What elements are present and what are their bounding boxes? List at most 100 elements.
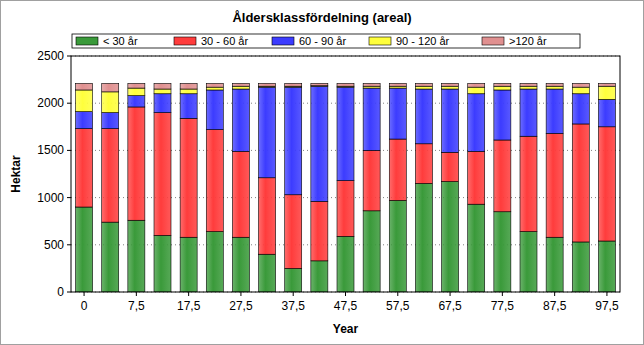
bar-segment — [337, 87, 354, 180]
bar-segment — [363, 88, 380, 150]
bar-segment — [468, 83, 485, 87]
y-tick — [67, 56, 71, 57]
bar-segment — [572, 124, 589, 242]
bar-segment — [520, 89, 537, 136]
bar-segment — [102, 113, 119, 129]
bar-segment — [311, 86, 328, 201]
chart: 0500100015002000250007,517,527,537,547,5… — [0, 0, 644, 345]
bar-segment — [546, 133, 563, 237]
bar-segment — [311, 83, 328, 85]
bar-segment — [76, 129, 93, 207]
bar-segment — [415, 89, 432, 144]
bar-segment — [180, 89, 197, 94]
legend-label: 90 - 120 år — [396, 35, 450, 47]
bar-segment — [546, 237, 563, 292]
bar-segment — [389, 200, 406, 292]
y-tick-label: 2000 — [37, 96, 64, 110]
bar-segment — [128, 96, 145, 107]
bar-segment — [442, 86, 459, 89]
x-tick — [188, 292, 189, 296]
x-tick-label: 67,5 — [438, 299, 462, 313]
bar-segment — [598, 99, 615, 126]
bar-segment — [598, 83, 615, 86]
x-tick-label: 47,5 — [334, 299, 358, 313]
x-tick-label: 37,5 — [282, 299, 306, 313]
bar-segment — [598, 127, 615, 241]
y-tick-label: 1500 — [37, 143, 64, 157]
legend-label: 30 - 60 år — [201, 35, 248, 47]
legend-swatch — [174, 37, 196, 45]
plot-area — [71, 56, 620, 292]
bar-segment — [285, 195, 302, 269]
bar-segment — [102, 83, 119, 91]
x-tick-label: 17,5 — [177, 299, 201, 313]
bar-segment — [180, 83, 197, 89]
bar-segment — [154, 89, 171, 94]
bar-segment — [128, 83, 145, 88]
x-tick-label: 7,5 — [128, 299, 145, 313]
bar-segment — [128, 107, 145, 220]
bar-segment — [442, 83, 459, 86]
bar-segment — [180, 237, 197, 292]
y-tick — [67, 150, 71, 151]
legend-swatch — [369, 37, 391, 45]
bar-segment — [494, 86, 511, 90]
legend-swatch — [76, 37, 98, 45]
bar-segment — [154, 113, 171, 236]
bar-segment — [520, 83, 537, 86]
bar-segment — [232, 83, 249, 86]
bar-segment — [285, 87, 302, 195]
background — [1, 1, 644, 345]
bar-segment — [206, 232, 223, 292]
bar-segment — [154, 94, 171, 113]
x-tick-label: 57,5 — [386, 299, 410, 313]
bar-segment — [520, 136, 537, 231]
bar-segment — [76, 90, 93, 112]
x-tick-label: 77,5 — [491, 299, 515, 313]
legend-label: 60 - 90 år — [299, 35, 346, 47]
y-tick-label: 500 — [44, 238, 64, 252]
bar-segment — [259, 254, 276, 292]
y-tick — [67, 292, 71, 293]
bar-segment — [363, 83, 380, 86]
bar-segment — [389, 83, 406, 86]
y-axis-label: Hektar — [9, 155, 23, 193]
bar-segment — [494, 90, 511, 140]
y-tick-label: 2500 — [37, 49, 64, 63]
x-tick — [240, 292, 241, 296]
bar-segment — [415, 86, 432, 89]
bar-segment — [442, 152, 459, 181]
bar-segment — [572, 87, 589, 94]
bar-segment — [442, 182, 459, 292]
x-tick-label: 87,5 — [543, 299, 567, 313]
x-tick — [397, 292, 398, 296]
bar-segment — [520, 86, 537, 89]
bar-segment — [468, 204, 485, 292]
bar-segment — [546, 83, 563, 86]
x-tick — [606, 292, 607, 296]
y-tick-label: 1000 — [37, 191, 64, 205]
bar-segment — [76, 83, 93, 90]
bar-segment — [337, 236, 354, 292]
bar-segment — [128, 88, 145, 96]
legend: < 30 år30 - 60 år60 - 90 år90 - 120 år>1… — [72, 34, 580, 48]
bar-segment — [572, 242, 589, 292]
bar-segment — [76, 207, 93, 292]
bar-segment — [337, 181, 354, 237]
bar-segment — [102, 92, 119, 113]
bar-segment — [102, 129, 119, 222]
bar-segment — [494, 212, 511, 292]
bar-segment — [311, 261, 328, 292]
bars — [76, 83, 616, 292]
bar-segment — [572, 83, 589, 87]
title: Åldersklassfördelning (areal) — [232, 10, 411, 25]
x-tick — [345, 292, 346, 296]
x-tick-label: 27,5 — [229, 299, 253, 313]
bar-segment — [468, 151, 485, 204]
bar-segment — [206, 130, 223, 232]
bar-segment — [389, 139, 406, 200]
bar-segment — [180, 118, 197, 237]
bar-segment — [311, 201, 328, 260]
bar-segment — [285, 268, 302, 292]
bar-segment — [572, 94, 589, 124]
